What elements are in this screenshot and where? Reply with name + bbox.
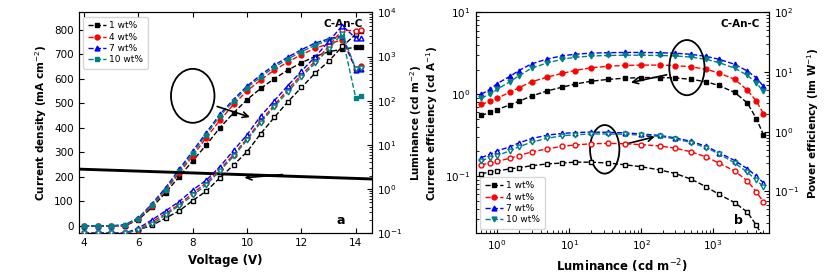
Text: C-An-C: C-An-C [721,19,760,29]
Text: C-An-C: C-An-C [324,19,363,29]
Legend: 1 wt%, 4 wt%, 7 wt%, 10 wt%: 1 wt%, 4 wt%, 7 wt%, 10 wt% [83,17,148,69]
X-axis label: Luminance (cd m$^{-2}$): Luminance (cd m$^{-2}$) [557,258,688,275]
Y-axis label: Power efficiency (lm W$^{-1}$): Power efficiency (lm W$^{-1}$) [805,47,820,198]
Y-axis label: Current density (mA cm$^{-2}$): Current density (mA cm$^{-2}$) [33,45,49,201]
Y-axis label: Current efficiency (cd A$^{-1}$): Current efficiency (cd A$^{-1}$) [424,45,440,201]
Text: a: a [337,214,346,227]
Y-axis label: Luminance (cd m$^{-2}$): Luminance (cd m$^{-2}$) [408,65,423,181]
Text: b: b [734,214,743,227]
Legend: 1 wt%, 4 wt%, 7 wt%, 10 wt%: 1 wt%, 4 wt%, 7 wt%, 10 wt% [480,177,545,229]
X-axis label: Voltage (V): Voltage (V) [188,254,263,267]
